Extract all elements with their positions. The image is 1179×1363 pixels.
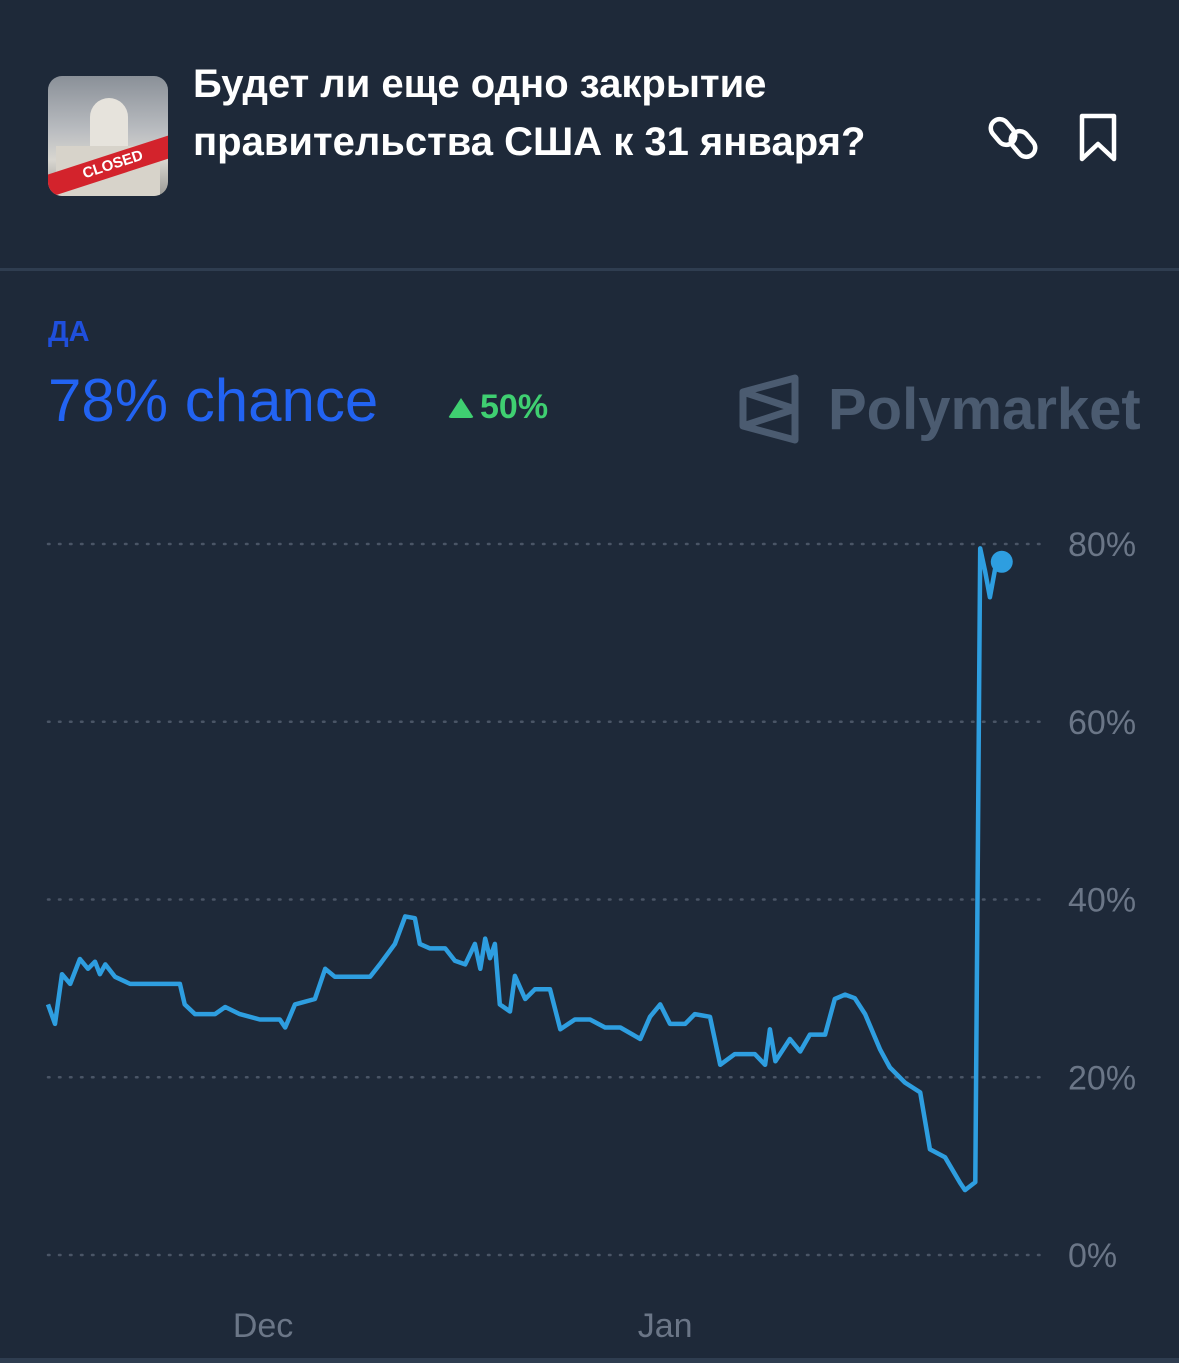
market-thumbnail: CLOSED xyxy=(48,76,168,196)
arrow-up-icon xyxy=(448,397,474,418)
header-divider xyxy=(0,268,1179,271)
chance-value: 78% chance xyxy=(48,367,379,434)
polymarket-logo: Polymarket xyxy=(738,374,1141,444)
outcome-label: ДА xyxy=(48,316,90,348)
x-tick-label: Dec xyxy=(233,1307,293,1345)
y-tick-label: 20% xyxy=(1068,1059,1136,1097)
y-tick-label: 60% xyxy=(1068,704,1136,742)
brand-name: Polymarket xyxy=(828,376,1141,442)
polymarket-logo-icon xyxy=(739,374,799,444)
y-tick-label: 0% xyxy=(1068,1237,1117,1275)
change-badge: 50% xyxy=(448,388,548,427)
capitol-dome xyxy=(90,98,128,148)
change-value: 50% xyxy=(480,388,549,426)
link-icon xyxy=(988,116,1038,160)
y-tick-label: 40% xyxy=(1068,882,1136,920)
bookmark-icon xyxy=(1079,113,1117,162)
current-value-marker xyxy=(990,550,1013,573)
market-title: Будет ли еще одно закрытие правительства… xyxy=(193,62,866,164)
x-tick-label: Jan xyxy=(638,1307,693,1345)
price-line xyxy=(45,546,1004,1193)
y-tick-label: 80% xyxy=(1068,526,1136,564)
bookmark-button[interactable] xyxy=(1070,110,1126,166)
copy-link-button[interactable] xyxy=(988,110,1044,166)
bottom-divider xyxy=(0,1358,1179,1363)
